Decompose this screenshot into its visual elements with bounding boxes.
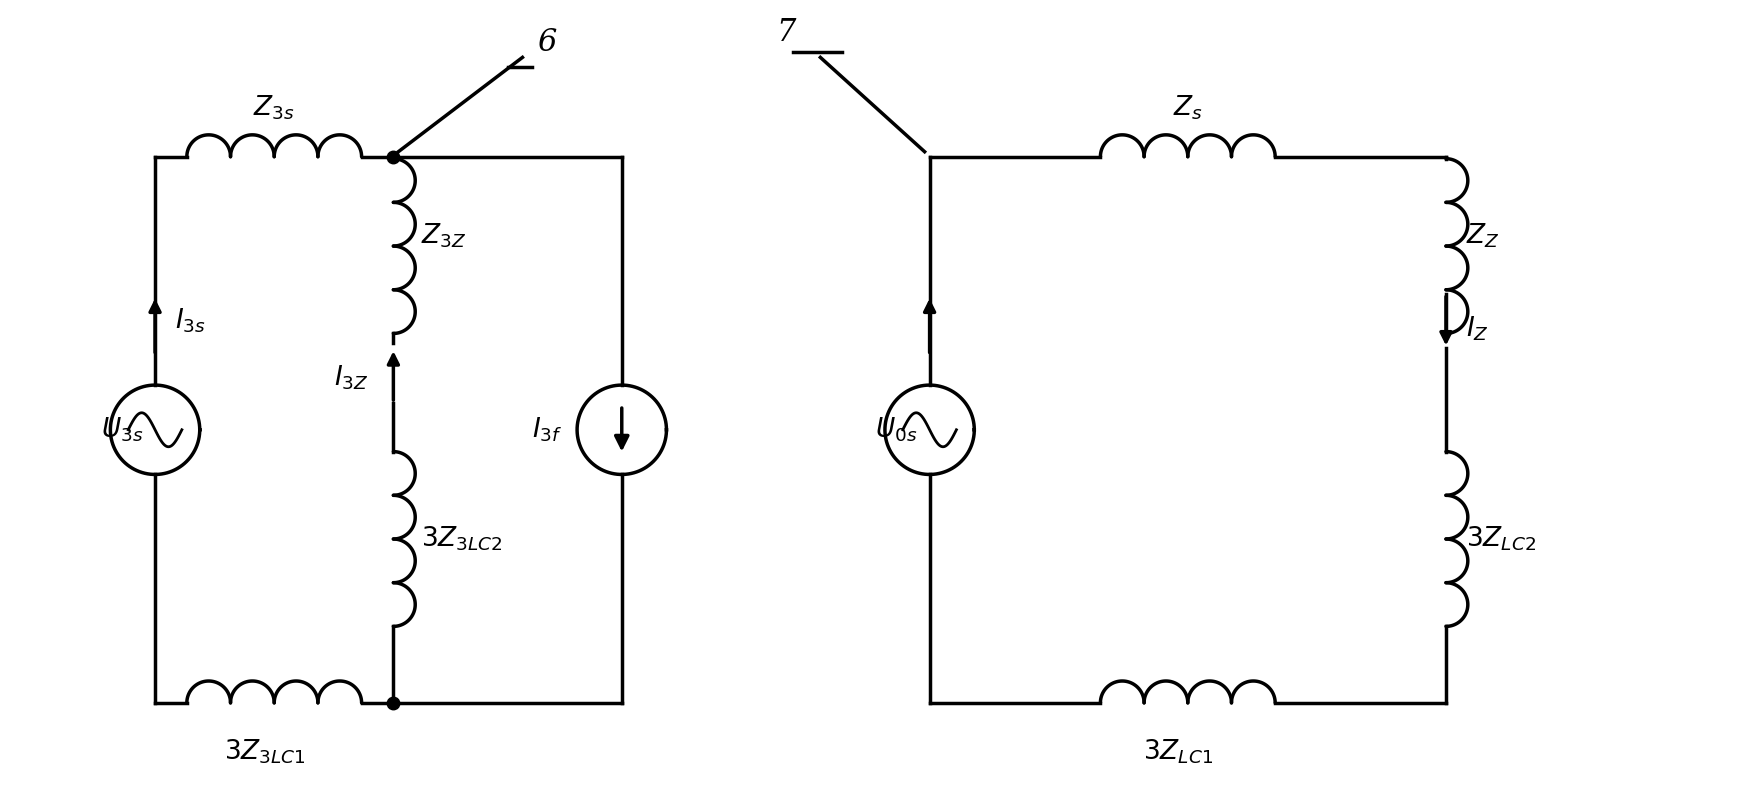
Text: $Z_s$: $Z_s$ <box>1172 94 1202 122</box>
Text: $I_{3Z}$: $I_{3Z}$ <box>334 364 369 393</box>
Text: 7: 7 <box>776 17 795 48</box>
Text: $I_Z$: $I_Z$ <box>1466 314 1488 343</box>
Text: $3Z_{LC2}$: $3Z_{LC2}$ <box>1466 525 1536 553</box>
Text: $I_{3s}$: $I_{3s}$ <box>175 306 206 335</box>
Text: $3Z_{3LC2}$: $3Z_{3LC2}$ <box>421 525 503 553</box>
Text: $Z_{3s}$: $Z_{3s}$ <box>253 94 295 122</box>
Text: $Z_Z$: $Z_Z$ <box>1466 222 1499 250</box>
Text: $I_{3f}$: $I_{3f}$ <box>531 416 563 444</box>
Text: $3Z_{3LC1}$: $3Z_{3LC1}$ <box>224 738 306 766</box>
Text: $U_{0s}$: $U_{0s}$ <box>875 416 917 444</box>
Text: $Z_{3Z}$: $Z_{3Z}$ <box>421 222 466 250</box>
Text: $U_{3s}$: $U_{3s}$ <box>101 416 143 444</box>
Text: 6: 6 <box>538 27 557 58</box>
Text: $3Z_{LC1}$: $3Z_{LC1}$ <box>1143 738 1212 766</box>
